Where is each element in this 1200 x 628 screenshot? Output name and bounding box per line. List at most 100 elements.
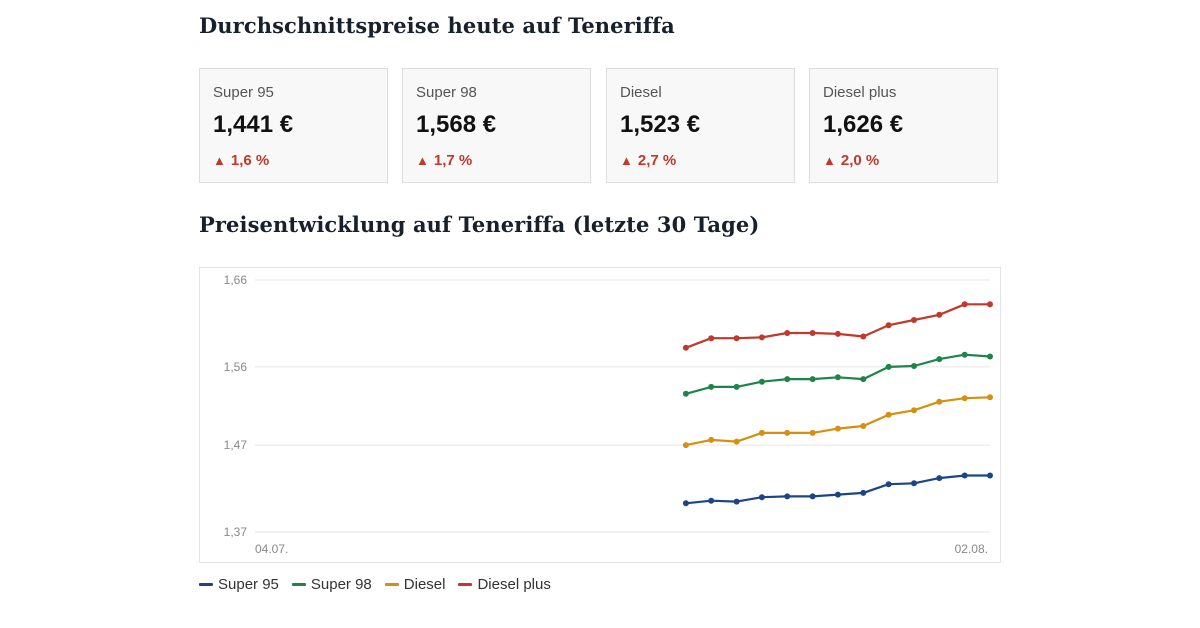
price-trend-chart: 1,37 1,47 1,56 1,66 04.07. 02.08. <box>199 267 1001 563</box>
card-price: 1,441 € <box>213 111 294 138</box>
data-point-diesel-plus <box>758 334 765 341</box>
y-tick-label: 1,66 <box>224 273 248 287</box>
data-point-super-95 <box>885 481 892 488</box>
data-point-super-95 <box>758 494 765 501</box>
y-tick-label: 1,56 <box>224 360 248 374</box>
data-point-super-98 <box>885 363 892 370</box>
data-point-diesel-plus <box>682 344 689 351</box>
data-point-diesel-plus <box>936 311 943 318</box>
data-point-super-98 <box>733 383 740 390</box>
data-point-super-95 <box>936 475 943 482</box>
legend-label: Diesel plus <box>477 575 551 593</box>
x-tick-label-end: 02.08. <box>955 542 988 556</box>
data-point-diesel-plus <box>708 335 715 342</box>
x-tick-label-start: 04.07. <box>255 542 288 556</box>
data-point-diesel-plus <box>911 317 917 323</box>
arrow-up-icon: ▲ <box>213 153 226 168</box>
data-point-diesel <box>809 429 816 436</box>
price-card-diesel-plus: Diesel plus 1,626 € ▲ 2,0 % <box>809 68 998 183</box>
data-point-super-98 <box>758 378 765 385</box>
legend-swatch <box>384 582 399 586</box>
line-chart-svg: 1,37 1,47 1,56 1,66 04.07. 02.08. <box>224 273 993 556</box>
data-point-diesel <box>860 423 867 429</box>
legend-item-super-95[interactable]: Super 95 <box>199 576 279 593</box>
data-point-super-95 <box>708 497 715 504</box>
heading-price-trend: Preisentwicklung auf Teneriffa (letzte 3… <box>199 212 760 237</box>
data-point-diesel <box>961 395 968 402</box>
arrow-up-icon: ▲ <box>620 153 633 168</box>
data-point-diesel <box>784 429 791 436</box>
card-change: ▲ 1,7 % <box>416 152 472 169</box>
price-card-diesel: Diesel 1,523 € ▲ 2,7 % <box>606 68 795 183</box>
card-change-value: 2,0 % <box>840 152 880 169</box>
arrow-up-icon: ▲ <box>823 153 836 168</box>
card-price: 1,568 € <box>416 111 497 138</box>
price-card-super-98: Super 98 1,568 € ▲ 1,7 % <box>402 68 591 183</box>
series-line-super-95 <box>685 474 990 505</box>
card-change: ▲ 2,7 % <box>620 152 676 169</box>
series-line-diesel-plus <box>685 303 990 349</box>
card-change-value: 1,7 % <box>433 152 473 169</box>
data-point-diesel-plus <box>733 335 740 342</box>
series-line-super-98 <box>685 353 991 395</box>
price-cards: Super 95 1,441 € ▲ 1,6 % Super 98 1,568 €… <box>199 68 1001 185</box>
data-point-super-95 <box>809 493 816 500</box>
data-point-diesel <box>708 436 715 443</box>
data-point-super-95 <box>860 489 867 496</box>
legend-label: Super 98 <box>310 575 372 593</box>
legend-swatch <box>458 582 473 586</box>
data-point-super-98 <box>860 376 867 383</box>
card-change-value: 2,7 % <box>637 152 677 169</box>
data-point-super-95 <box>911 480 917 487</box>
data-point-diesel <box>682 442 689 449</box>
data-point-super-95 <box>987 472 993 479</box>
legend-label: Super 95 <box>218 575 279 593</box>
data-point-diesel <box>936 398 943 405</box>
data-point-diesel-plus <box>961 301 968 308</box>
data-point-diesel <box>885 411 892 418</box>
chart-legend: Super 95 Super 98 Diesel Diesel plus <box>199 574 564 594</box>
data-point-super-98 <box>911 363 917 369</box>
legend-swatch <box>199 582 213 586</box>
data-point-super-98 <box>987 353 993 360</box>
y-tick-label: 1,37 <box>224 525 248 539</box>
legend-item-diesel[interactable]: Diesel <box>384 575 446 593</box>
legend-swatch <box>291 582 306 586</box>
price-card-super-95: Super 95 1,441 € ▲ 1,6 % <box>199 68 388 183</box>
data-point-super-98 <box>961 351 968 358</box>
card-fuel-label: Diesel plus <box>823 84 897 101</box>
data-point-super-95 <box>961 472 968 479</box>
data-point-diesel <box>834 425 841 432</box>
heading-prices-today: Durchschnittspreise heute auf Teneriffa <box>199 13 675 38</box>
data-point-super-98 <box>784 376 791 383</box>
data-point-super-95 <box>682 500 689 507</box>
card-price: 1,626 € <box>823 111 904 138</box>
data-point-diesel-plus <box>885 322 892 329</box>
data-point-super-95 <box>834 491 841 498</box>
data-point-super-95 <box>733 498 740 505</box>
card-fuel-label: Diesel <box>620 84 662 101</box>
card-change-value: 1,6 % <box>230 152 270 169</box>
data-point-super-98 <box>936 356 943 363</box>
series-line-diesel <box>685 396 991 447</box>
card-change: ▲ 2,0 % <box>823 152 879 169</box>
data-point-super-98 <box>809 376 816 383</box>
data-point-diesel-plus <box>784 330 791 336</box>
legend-item-super-98[interactable]: Super 98 <box>291 575 372 593</box>
data-point-super-95 <box>784 493 791 500</box>
arrow-up-icon: ▲ <box>416 153 429 168</box>
data-point-diesel <box>758 429 765 436</box>
data-point-super-98 <box>834 374 841 381</box>
card-fuel-label: Super 98 <box>416 84 477 101</box>
data-point-diesel-plus <box>834 330 841 337</box>
card-price: 1,523 € <box>620 111 701 138</box>
data-point-diesel-plus <box>809 330 816 336</box>
legend-label: Diesel <box>403 575 446 593</box>
card-fuel-label: Super 95 <box>213 84 274 101</box>
y-tick-label: 1,47 <box>224 438 248 452</box>
data-point-diesel <box>733 438 740 445</box>
data-point-super-98 <box>708 383 715 390</box>
data-point-diesel-plus <box>987 301 993 308</box>
data-point-super-98 <box>682 390 689 397</box>
legend-item-diesel-plus[interactable]: Diesel plus <box>458 575 551 593</box>
